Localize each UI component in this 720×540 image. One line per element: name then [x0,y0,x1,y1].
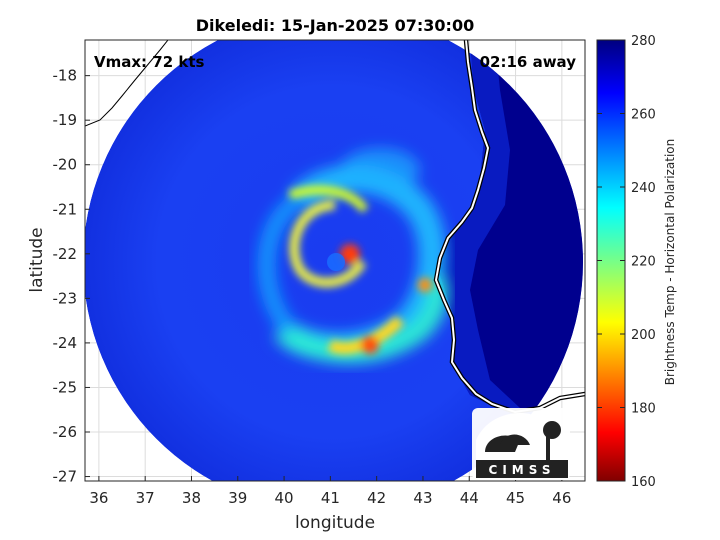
y-tick-labels: -18 -19 -20 -21 -22 -23 -24 -25 -26 -27 [53,67,78,486]
x-tick-label: 44 [460,489,479,507]
tower-icon [546,432,550,462]
vmax-annotation: Vmax: 72 kts [94,53,204,71]
y-tick-label: -19 [53,111,78,129]
colorbar-tick-label: 180 [631,402,656,417]
x-tick-labels: 36 37 38 39 40 41 42 43 44 45 46 [89,489,571,507]
colorbar-label: Brightness Temp - Horizontal Polarizatio… [663,139,677,386]
northern-cells [340,148,420,192]
x-axis-label: longitude [295,513,375,533]
y-axis-label: latitude [27,227,47,292]
x-tick-label: 42 [367,489,386,507]
colorbar-tick-label: 160 [631,475,656,490]
colorbar-ticks: 160 180 200 220 240 260 280 [597,34,656,490]
time-away-annotation: 02:16 away [480,53,577,71]
x-tick-label: 45 [506,489,525,507]
chart-title: Dikeledi: 15-Jan-2025 07:30:00 [196,16,474,35]
cimss-logo-text: CIMSS [489,463,556,477]
colorbar-tick-label: 240 [631,181,656,196]
y-tick-label: -24 [53,334,78,352]
y-tick-label: -23 [53,289,78,307]
x-tick-label: 46 [552,489,571,507]
y-tick-label: -21 [53,200,78,218]
water-tower-icon [543,421,561,439]
south-core [361,336,379,354]
x-tick-label: 37 [136,489,155,507]
x-tick-label: 40 [275,489,294,507]
eyewall-band [289,200,367,288]
dish-icon [500,434,530,445]
eye-core [340,244,360,264]
y-tick-label: -27 [53,468,78,486]
x-tick-label: 36 [89,489,108,507]
cimss-logo: CIMSS [472,408,570,480]
eye [327,253,345,271]
inner-spiral [288,185,369,213]
axes-frame [84,39,586,482]
x-tick-label: 41 [321,489,340,507]
western-arc [257,191,305,336]
x-tick-label: 39 [228,489,247,507]
colorbar-tick-label: 220 [631,255,656,270]
y-tick-label: -18 [53,67,78,85]
madagascar-coast-outside [85,40,169,127]
colorbar-tick-label: 200 [631,328,656,343]
land-transition [440,40,520,410]
y-tick-label: -25 [53,378,78,396]
y-tick-label: -22 [53,245,78,263]
east-cell [418,278,432,292]
colorbar-tick-label: 280 [631,34,656,49]
y-tick-label: -20 [53,156,78,174]
coastline-highlight [434,40,585,414]
y-tick-label: -26 [53,423,78,441]
x-tick-label: 38 [182,489,201,507]
x-tick-label: 43 [413,489,432,507]
colorbar-tick-label: 260 [631,108,656,123]
southern-band [273,275,449,364]
